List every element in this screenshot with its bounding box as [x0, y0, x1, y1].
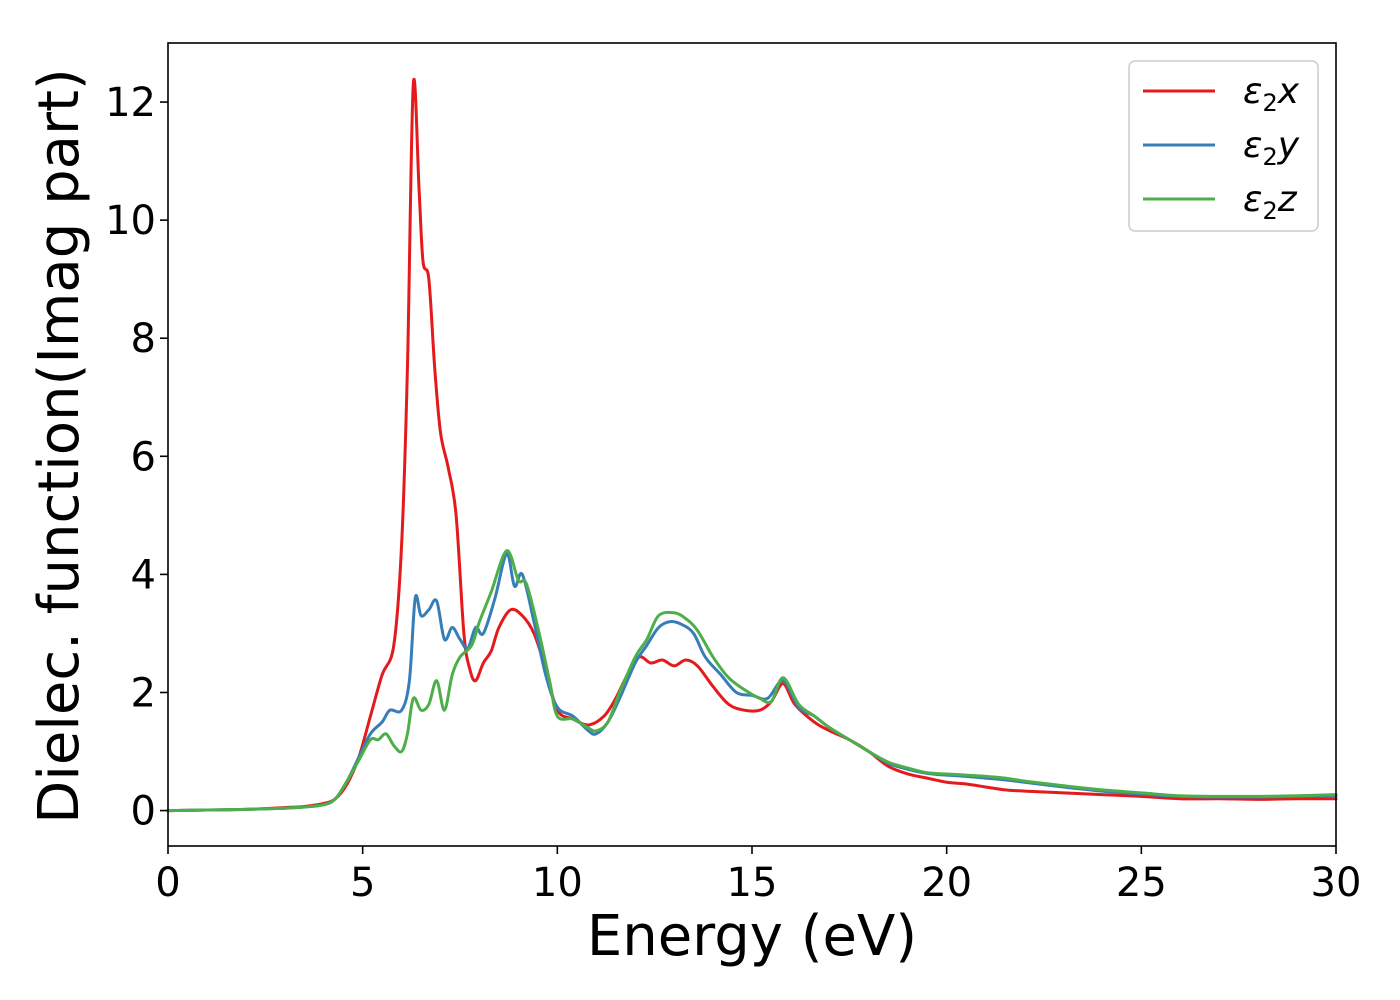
y-tick-label: 8: [131, 316, 156, 362]
series-line-z: [166, 549, 1338, 813]
legend-label-z: ε2z: [1243, 179, 1298, 225]
y-axis-ticks: 0 2 4 6 8 10 12: [105, 80, 168, 835]
x-tick-label: 20: [921, 860, 972, 906]
y-tick-label: 4: [131, 552, 156, 598]
x-tick-label: 0: [155, 860, 180, 906]
x-tick-label: 5: [350, 860, 375, 906]
x-axis-ticks: 0 5 10 15 20 25 30: [155, 846, 1361, 906]
y-tick-label: 2: [131, 670, 156, 716]
x-tick-label: 25: [1116, 860, 1167, 906]
legend-box: [1128, 60, 1319, 232]
legend-label-x: ε2x: [1243, 71, 1300, 117]
series-layer: [166, 78, 1338, 813]
y-axis-title: Dielec. function(Imag part): [27, 68, 92, 824]
y-tick-label: 6: [131, 434, 156, 480]
y-tick-label: 10: [105, 198, 156, 244]
x-tick-label: 30: [1311, 860, 1362, 906]
x-tick-label: 10: [532, 860, 583, 906]
legend: ε2x ε2y ε2z: [1128, 60, 1319, 232]
x-tick-label: 15: [727, 860, 778, 906]
y-tick-label: 0: [131, 789, 156, 835]
y-tick-label: 12: [105, 80, 156, 126]
legend-label-y: ε2y: [1243, 125, 1300, 171]
x-axis-title: Energy (eV): [587, 904, 917, 969]
